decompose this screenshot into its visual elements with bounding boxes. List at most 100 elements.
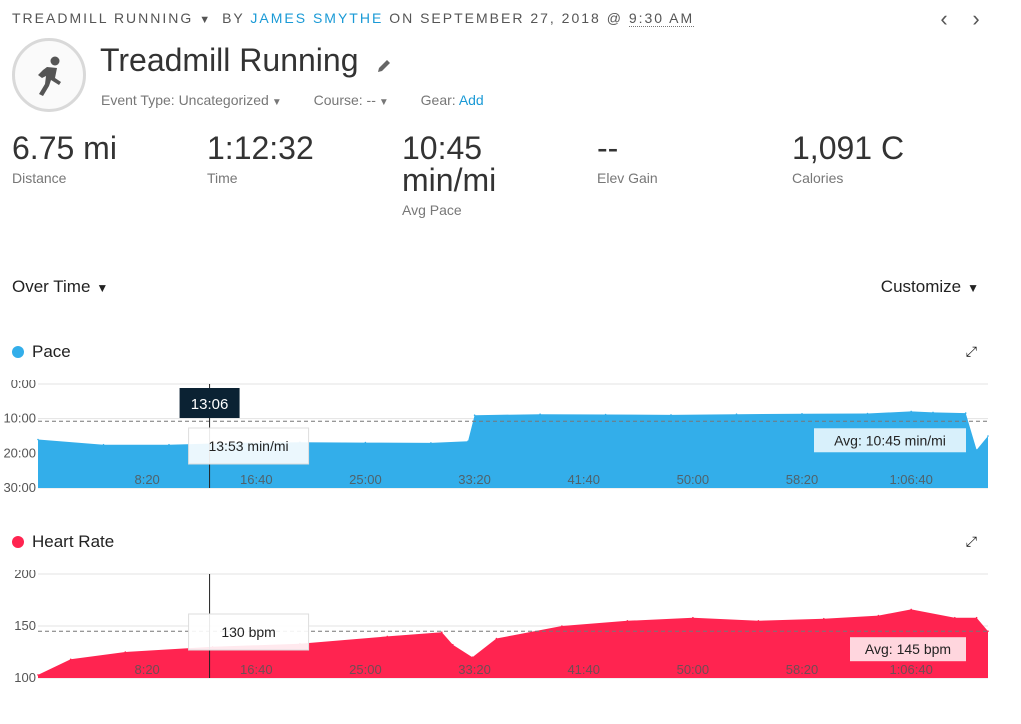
heart-rate-legend-dot <box>12 536 24 548</box>
stat-avg-pace: 10:45 min/mi Avg Pace <box>402 132 496 218</box>
activity-title-text: Treadmill Running <box>100 42 359 78</box>
data-point <box>910 410 912 413</box>
hover-tooltip-box <box>188 427 310 465</box>
x-tick-label: 50:00 <box>677 662 710 677</box>
hover-tooltip-box <box>188 613 310 651</box>
cursor-time-label: 13:06 <box>191 396 229 413</box>
x-tick-label: 58:20 <box>786 472 819 487</box>
x-tick-label: 16:40 <box>240 662 273 677</box>
gear-field: Gear: Add <box>420 92 484 108</box>
data-point <box>757 620 760 622</box>
chevron-down-icon: ▼ <box>96 281 109 295</box>
stat-calories: 1,091 C Calories <box>792 132 904 186</box>
expand-icon[interactable]: ⤢ <box>965 533 977 549</box>
x-tick-label: 1:06:40 <box>889 472 932 487</box>
y-tick-label: 100 <box>14 670 36 682</box>
course-select[interactable]: Course: -- ▼ <box>313 92 389 108</box>
data-point <box>975 616 978 619</box>
x-tick-label: 33:20 <box>458 662 491 677</box>
chevron-down-icon: ▼ <box>271 97 282 108</box>
pace-legend-dot <box>12 346 24 358</box>
pace-chart-title: Pace <box>12 342 71 362</box>
series-area <box>38 411 988 488</box>
x-tick-label: 33:20 <box>458 472 491 487</box>
data-point <box>823 617 825 620</box>
y-tick-label: 200 <box>14 570 36 581</box>
data-point <box>37 438 39 441</box>
heart-rate-chart[interactable]: 200 150 100 8:20 16:40 25:00 33:20 41:40 50:00 58… <box>0 570 1000 682</box>
customize-select[interactable]: Customize ▼ <box>880 277 979 296</box>
data-point <box>37 674 39 676</box>
stat-elev-gain: -- Elev Gain <box>597 132 658 186</box>
data-point <box>866 412 869 415</box>
x-tick-label: 1:06:40 <box>889 662 932 677</box>
activity-type-link[interactable]: TREADMILL RUNNING <box>12 10 194 26</box>
data-point <box>735 413 738 415</box>
data-point <box>975 449 978 451</box>
date-label: ON SEPTEMBER 27, 2018 @ <box>389 10 623 26</box>
y-tick-label: 150 <box>14 618 36 633</box>
data-point <box>441 631 443 633</box>
stat-value: 1,091 C <box>792 130 905 166</box>
data-point <box>539 413 541 415</box>
data-point <box>124 651 127 653</box>
data-point <box>932 411 934 414</box>
y-tick-label: 20:00 <box>3 445 36 460</box>
stat-value: 1:12:32 <box>207 130 314 166</box>
hover-tooltip-value: 130 bpm <box>221 624 275 640</box>
y-tick-label: 0:00 <box>11 380 36 391</box>
author-link[interactable]: JAMES SMYTHE <box>250 10 384 26</box>
data-point <box>801 413 803 415</box>
chevron-down-icon[interactable]: ▼ <box>199 14 211 26</box>
data-point <box>964 412 967 414</box>
data-point <box>987 630 989 632</box>
average-label: Avg: 145 bpm <box>865 641 951 657</box>
average-label-box <box>814 428 966 453</box>
y-tick-label: 30:00 <box>3 480 36 492</box>
series-area <box>38 609 988 678</box>
stat-distance: 6.75 mi Distance <box>12 132 117 186</box>
data-point <box>473 414 476 416</box>
x-tick-label: 41:40 <box>567 472 600 487</box>
stat-value: -- <box>597 130 619 166</box>
stat-label: Time <box>207 170 238 186</box>
data-point <box>910 608 912 611</box>
data-point <box>877 614 880 617</box>
by-label: BY <box>222 10 245 26</box>
expand-icon[interactable]: ⤢ <box>965 343 977 359</box>
data-point <box>452 643 454 646</box>
data-point <box>364 441 367 444</box>
data-point <box>467 440 469 442</box>
runner-icon <box>12 38 86 112</box>
activity-time[interactable]: 9:30 AM <box>628 10 695 27</box>
event-type-select[interactable]: Event Type: Uncategorized ▼ <box>101 92 282 108</box>
pace-chart[interactable]: 0:00 10:00 20:00 30:00 8:20 16:40 25:00 33:20 41… <box>0 380 1000 492</box>
average-label: Avg: 10:45 min/mi <box>834 432 946 448</box>
stat-time: 1:12:32 Time <box>207 132 314 186</box>
activity-nav: ‹ › <box>921 6 985 32</box>
activity-breadcrumb: TREADMILL RUNNING ▼ BY JAMES SMYTHE ON SE… <box>12 10 695 27</box>
stat-label: Distance <box>12 170 67 186</box>
x-tick-label: 25:00 <box>349 472 382 487</box>
data-point <box>604 413 607 416</box>
x-tick-label: 8:20 <box>134 472 159 487</box>
chevron-right-icon[interactable]: › <box>972 6 980 31</box>
data-point <box>626 620 629 622</box>
x-tick-label: 58:20 <box>786 662 819 677</box>
over-time-select[interactable]: Over Time ▼ <box>12 277 109 296</box>
average-label-box <box>850 637 966 662</box>
data-point <box>670 414 672 416</box>
chevron-down-icon: ▼ <box>967 281 979 295</box>
activity-meta: Event Type: Uncategorized ▼ Course: -- ▼ G… <box>101 92 512 108</box>
chevron-down-icon: ▼ <box>378 97 389 108</box>
data-point <box>430 442 432 444</box>
cursor-time-badge <box>179 388 240 418</box>
data-point <box>987 435 989 437</box>
data-point <box>692 616 694 619</box>
edit-pencil-icon[interactable] <box>377 44 391 81</box>
stat-value-unit: min/mi <box>402 162 497 198</box>
x-tick-label: 41:40 <box>567 662 600 677</box>
chevron-left-icon[interactable]: ‹ <box>940 6 948 31</box>
data-point <box>954 616 956 619</box>
gear-add-link[interactable]: Add <box>458 92 484 108</box>
